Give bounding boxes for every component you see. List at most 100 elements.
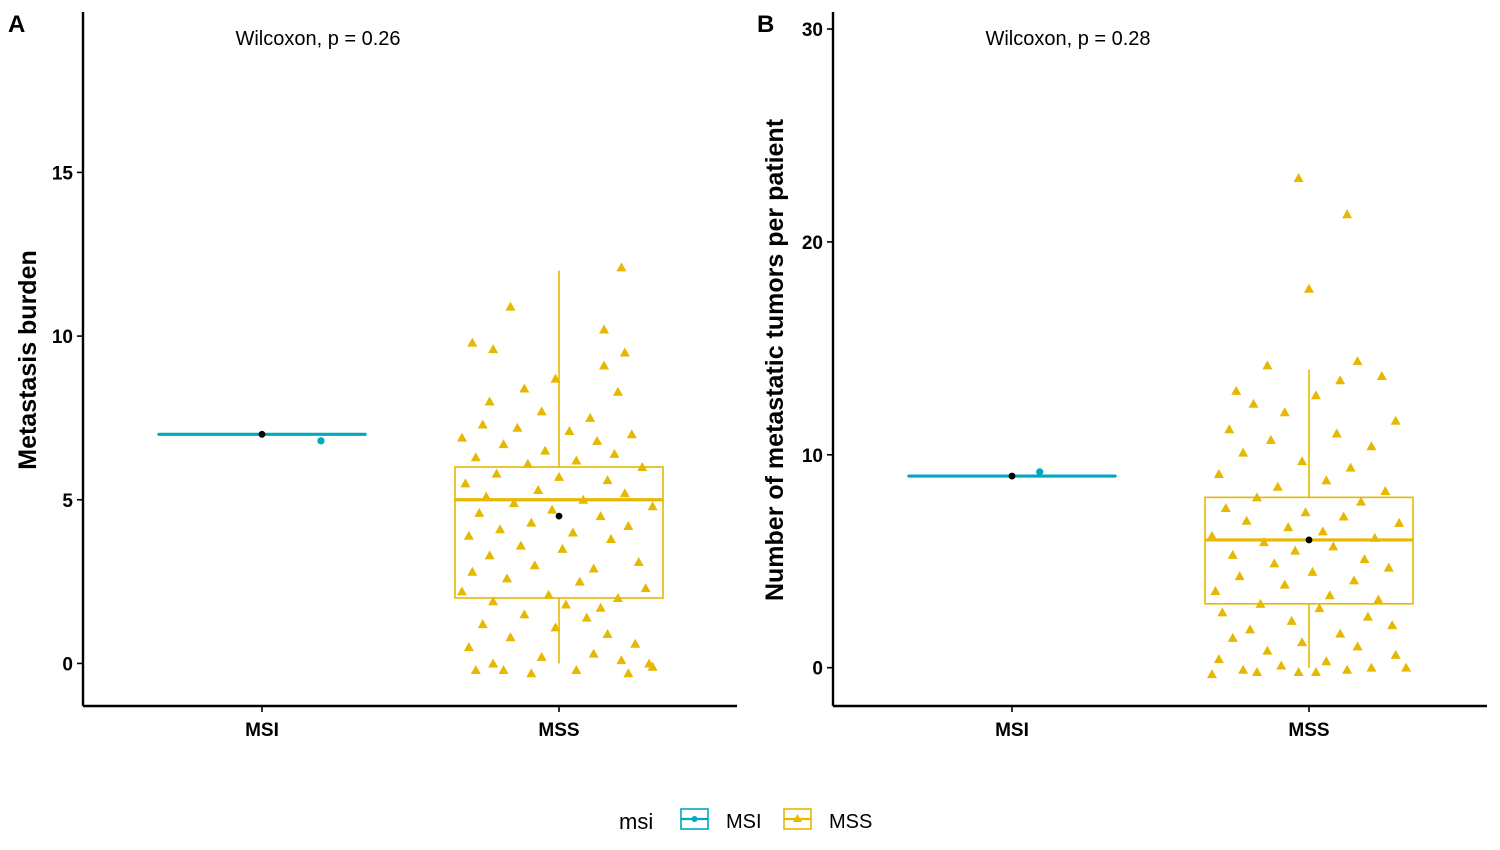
panel-a-mss-point xyxy=(467,566,478,576)
panel-b-mss-point xyxy=(1255,598,1266,608)
panel-b-mss-point xyxy=(1262,645,1273,655)
panel-a-mss-point xyxy=(585,412,596,422)
panel-a: A Wilcoxon, p = 0.26 Metastasis burden 0… xyxy=(8,11,737,741)
panel-a-mss-point xyxy=(588,563,599,573)
panel-a-y-axis-label: Metastasis burden xyxy=(14,250,42,470)
panel-b-mss-point xyxy=(1345,462,1356,472)
panel-a-mss-point xyxy=(588,648,599,658)
panel-b-mss-point xyxy=(1376,371,1387,381)
panel-a-mss-point xyxy=(606,534,616,544)
panel-a-mss-point xyxy=(484,396,495,406)
panel-a-mss-point xyxy=(463,642,474,652)
panel-a-mss-point xyxy=(491,468,502,478)
panel-b-mss-point xyxy=(1373,594,1384,604)
panel-b-mss-point xyxy=(1342,209,1353,219)
legend-entry-mss: MSS xyxy=(783,808,872,833)
panel-b-mss-point xyxy=(1252,492,1262,502)
panel-b-mss-point xyxy=(1283,522,1294,532)
panel-a-mss-point xyxy=(581,612,592,622)
panel-b-mss-point xyxy=(1387,620,1398,630)
panel-b-mss-point xyxy=(1238,447,1249,457)
panel-a-mss-point xyxy=(647,501,658,511)
panel-a-mss-point xyxy=(519,383,530,393)
panel-b-y-tick-label: 20 xyxy=(802,233,823,254)
panel-b-mss-point xyxy=(1279,579,1290,589)
panel-b-mss-point xyxy=(1324,590,1335,600)
panel-a-mss-point xyxy=(512,422,523,432)
panel-a-mss-point xyxy=(637,462,648,472)
panel-a-mss-point xyxy=(599,324,610,334)
panel-a-mss-point xyxy=(519,609,530,619)
panel-a-mss-point xyxy=(574,576,585,586)
panel-b-mss-point xyxy=(1248,398,1259,408)
panel-b-mss-point xyxy=(1297,637,1308,647)
panel-b-mss-point xyxy=(1328,541,1339,551)
panel-a-mss-point xyxy=(550,622,561,632)
panel-a-mss-mean-point xyxy=(555,512,563,520)
panel-a-mss-point xyxy=(502,573,512,583)
panel-a-mss-point xyxy=(616,262,627,272)
panel-a-mss-point xyxy=(612,592,623,602)
panel-b-y-tick-label: 30 xyxy=(802,20,823,41)
panel-a-msi-point xyxy=(317,437,325,445)
panel-a-mss-point xyxy=(508,498,519,508)
panel-a-mss-point xyxy=(498,664,509,674)
panel-b-mss-point xyxy=(1369,532,1380,542)
panel-b-mss-point xyxy=(1366,441,1377,451)
panel-b-mss-point xyxy=(1321,475,1332,485)
panel-a-mss-point xyxy=(626,429,637,439)
panel-b-x-tick-label: MSS xyxy=(1288,720,1329,741)
panel-b-mss-point xyxy=(1362,611,1373,621)
panel-b-mss-point xyxy=(1380,485,1391,495)
panel-a-y-tick-label: 10 xyxy=(52,327,73,348)
panel-b-mss-point xyxy=(1210,586,1221,596)
panel-b-mss-point xyxy=(1286,615,1297,625)
panel-b-mss-point xyxy=(1394,517,1405,527)
panel-a-mss-point xyxy=(477,619,488,629)
panel-b-mss-point xyxy=(1390,415,1401,425)
panel-a-mss-point xyxy=(630,638,641,648)
panel-a-mss-point xyxy=(619,347,630,357)
panel-a-mss-point xyxy=(557,543,568,553)
panel-b-y-axis-label: Number of metastatic tumors per patient xyxy=(761,118,789,601)
legend-title: msi xyxy=(619,809,653,834)
panel-a-mss-point xyxy=(470,452,481,462)
panel-a-mss-point xyxy=(488,658,499,668)
panel-b-x-tick-label: MSI xyxy=(995,720,1029,741)
legend: msi MSI MSS xyxy=(619,808,872,834)
panel-b-tag: B xyxy=(757,11,774,38)
panel-a-mss-point xyxy=(495,524,506,534)
panel-a-mss-point xyxy=(477,419,488,429)
panel-a-mss-box xyxy=(454,466,664,599)
panel-b-mss-point xyxy=(1272,481,1283,491)
panel-a-y-tick-label: 15 xyxy=(52,163,74,184)
panel-a-plot-area: 0 5 10 15 MSI MSS xyxy=(52,12,737,741)
panel-a-mss-point xyxy=(460,478,471,488)
panel-b-mss-point xyxy=(1352,641,1363,651)
panel-b-mss-point xyxy=(1300,507,1311,517)
panel-a-annotation: Wilcoxon, p = 0.26 xyxy=(235,28,400,50)
panel-b-mss-point xyxy=(1383,562,1394,572)
panel-a-mss-point xyxy=(522,458,533,468)
panel-b-mss-point xyxy=(1317,526,1328,536)
panel-a-mss-point xyxy=(595,602,606,612)
panel-a-msi-mean-point xyxy=(258,430,266,438)
panel-b-mss-point xyxy=(1231,385,1242,395)
panel-a-mss-point xyxy=(533,484,544,494)
panel-b-mss-point xyxy=(1310,666,1321,676)
panel-b-msi-point xyxy=(1036,468,1044,476)
panel-b-mss-point xyxy=(1366,662,1377,672)
panel-b-mss-point xyxy=(1304,283,1314,293)
panel-b-mss-point xyxy=(1262,360,1273,370)
panel-a-mss-point xyxy=(488,344,499,354)
panel-b-mss-point xyxy=(1279,407,1290,417)
panel-a-mss-point xyxy=(612,386,623,396)
panel-b-mss-point xyxy=(1213,468,1224,478)
panel-a-mss-point xyxy=(567,527,578,537)
panel-a-mss-point xyxy=(602,475,613,485)
panel-b-mss-point xyxy=(1307,566,1318,576)
panel-b-mss-mean-point xyxy=(1305,536,1313,544)
panel-b-mss-point xyxy=(1224,424,1235,434)
panel-a-mss-point xyxy=(609,448,620,458)
